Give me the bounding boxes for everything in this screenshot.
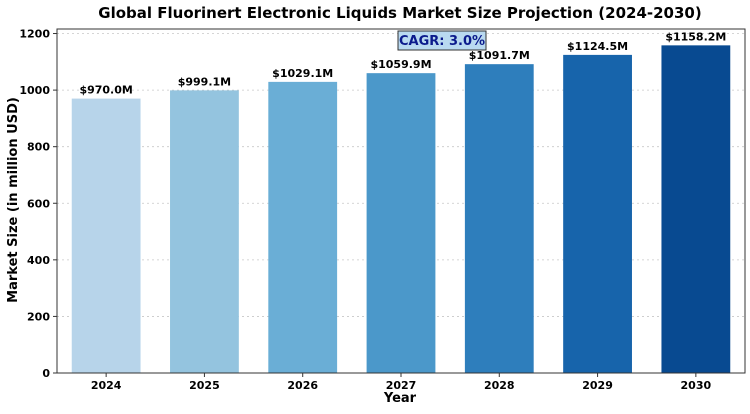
x-tick-label-2030: 2030	[681, 379, 712, 392]
data-label-2025: $999.1M	[178, 75, 231, 88]
x-tick-label-2027: 2027	[386, 379, 417, 392]
data-label-2030: $1158.2M	[665, 30, 726, 43]
cagr-label: CAGR: 3.0%	[399, 34, 485, 49]
y-tick-label: 200	[27, 310, 50, 323]
data-label-2024: $970.0M	[79, 84, 132, 97]
y-tick-label: 800	[27, 141, 50, 154]
bar-2027	[366, 73, 436, 374]
x-axis-label: Year	[383, 391, 417, 406]
y-tick-label: 1000	[19, 84, 50, 97]
bars-layer	[71, 45, 731, 374]
x-tick-label-2025: 2025	[189, 379, 220, 392]
x-tick-label-2026: 2026	[287, 379, 318, 392]
bar-2029	[563, 54, 632, 374]
ticks-layer: 0 200 400 600 800 1000 1200 2024 2025 2026 2027 202…	[19, 28, 711, 392]
x-tick-label-2024: 2024	[91, 379, 122, 392]
cagr-annotation: CAGR: 3.0%	[397, 30, 487, 51]
y-axis-label: Market Size (in million USD)	[6, 97, 21, 303]
data-label-2026: $1029.1M	[272, 67, 333, 80]
x-tick-label-2028: 2028	[484, 379, 515, 392]
data-label-2028: $1091.7M	[469, 49, 530, 62]
cagr-box	[397, 30, 487, 51]
y-tick-label: 1200	[19, 28, 50, 41]
bar-2024	[71, 98, 141, 373]
y-tick-label: 400	[27, 254, 50, 267]
y-tick-label: 0	[42, 367, 50, 380]
axes-frame	[56, 28, 746, 374]
bar-2028	[464, 64, 534, 373]
y-tick-label: 600	[27, 197, 50, 210]
x-tick-label-2029: 2029	[582, 379, 613, 392]
data-label-2027: $1059.9M	[370, 58, 431, 71]
value-labels-layer: $970.0M $999.1M $1029.1M $1059.9M $1091.7M $1…	[79, 30, 726, 96]
data-label-2029: $1124.5M	[567, 40, 628, 53]
chart-title: Global Fluorinert Electronic Liquids Mar…	[98, 4, 701, 22]
bar-2025	[170, 90, 239, 374]
bar-2026	[268, 81, 338, 374]
bar-2030	[661, 45, 731, 373]
